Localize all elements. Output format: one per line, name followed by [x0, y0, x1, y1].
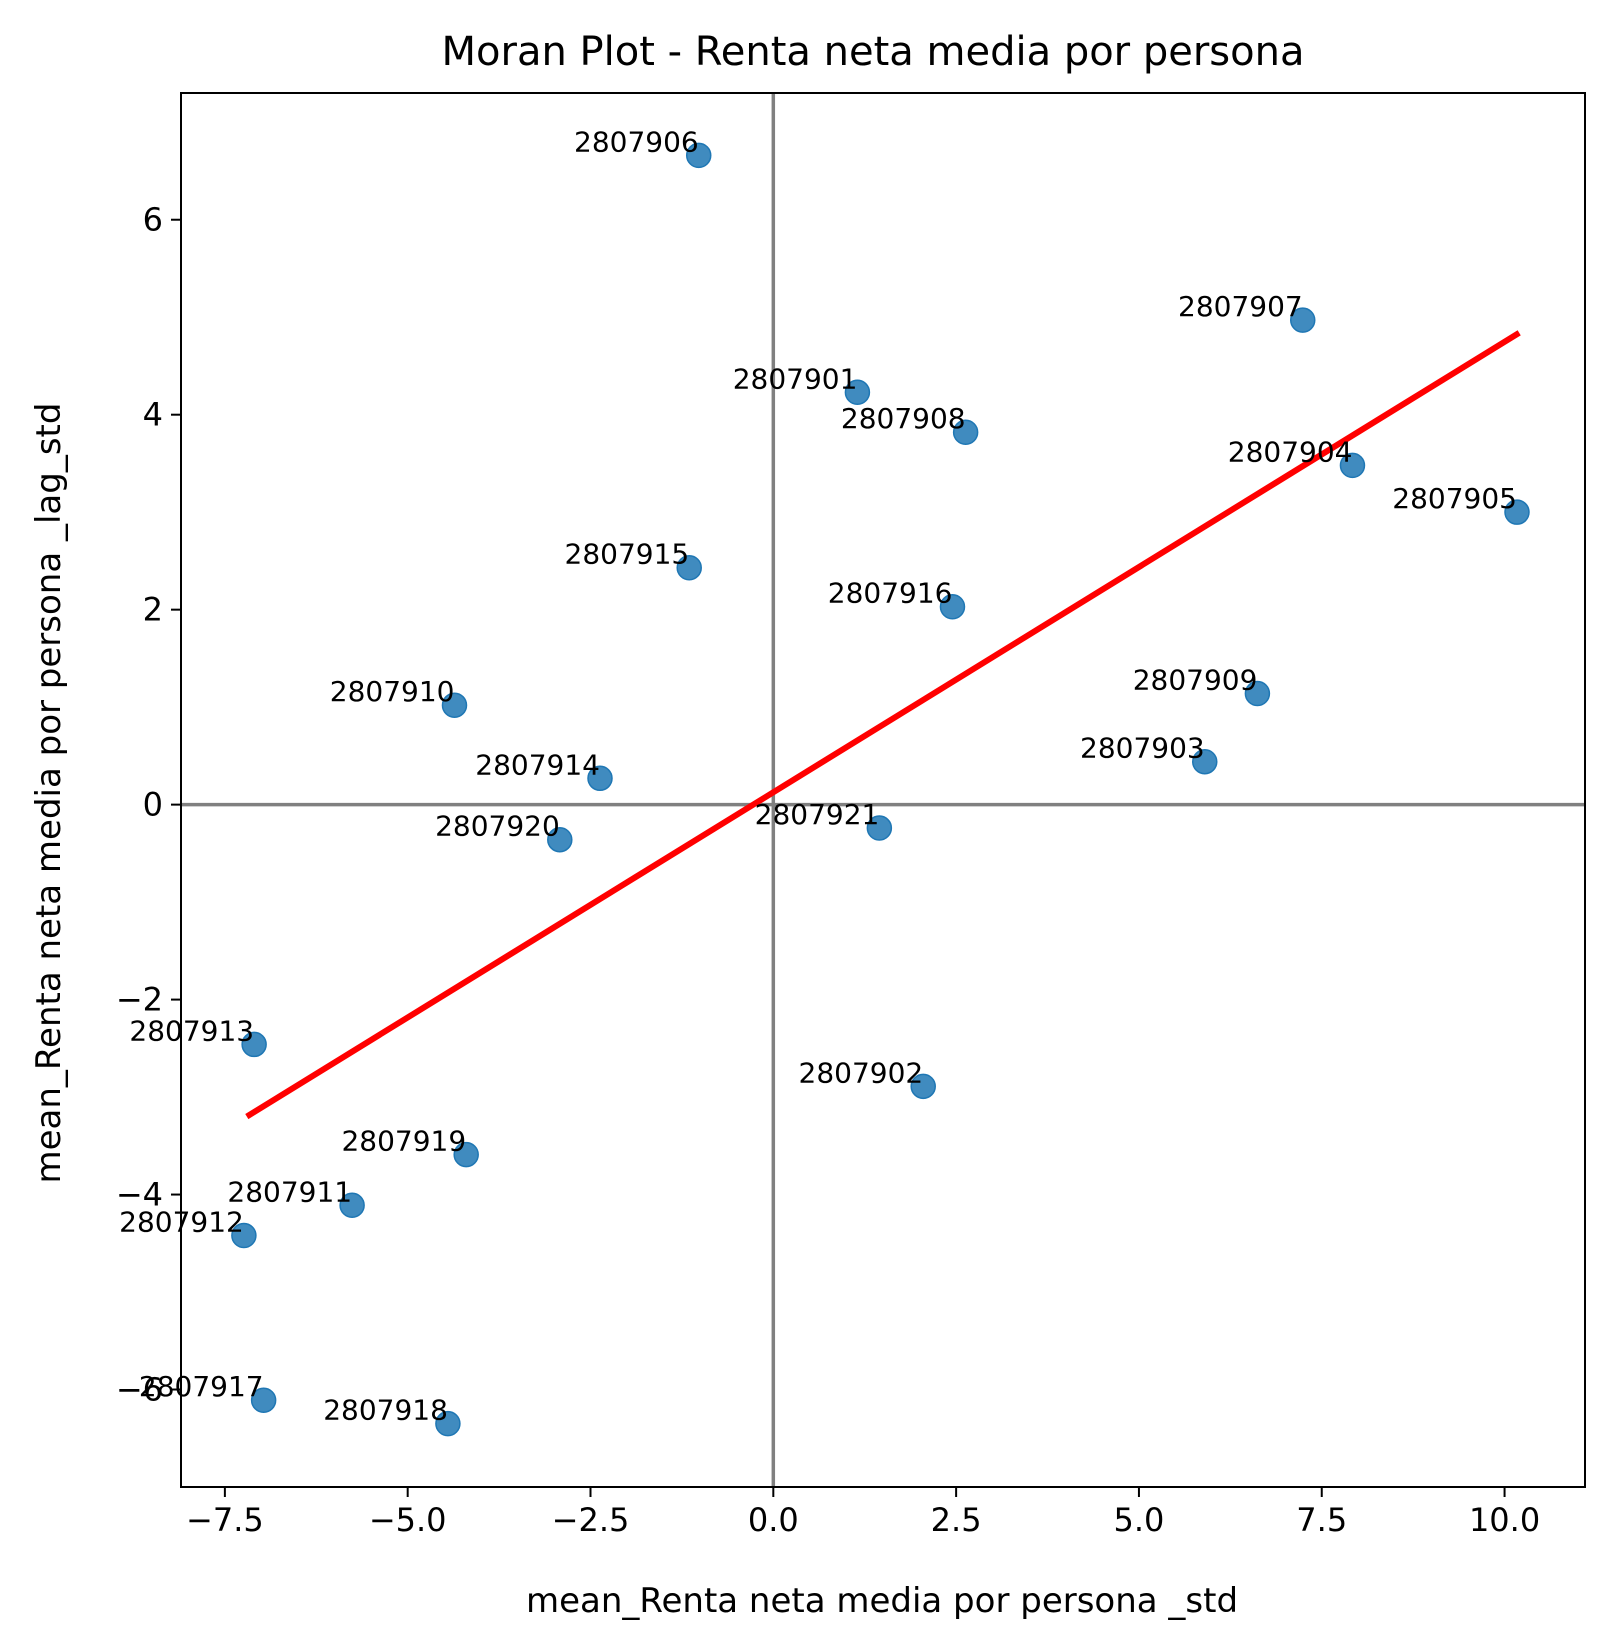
scatter-point-2807912: [231, 1222, 257, 1249]
scatter-point-2807903: [1192, 748, 1218, 775]
point-label-2807913: 2807913: [129, 1014, 254, 1047]
scatter-point-2807907: [1289, 307, 1316, 333]
point-label-2807907: 2807907: [1178, 290, 1303, 323]
y-tick-label: −6: [116, 1371, 163, 1409]
axes-frame: [180, 92, 1586, 1488]
point-label-2807909: 2807909: [1133, 663, 1258, 696]
scatter-point-2807909: [1244, 680, 1271, 707]
point-label-2807915: 2807915: [565, 538, 690, 571]
x-tick-label: −5.0: [369, 1501, 447, 1539]
y-tick-label: −2: [116, 981, 163, 1019]
point-label-2807920: 2807920: [435, 810, 560, 843]
scatter-point-2807908: [952, 419, 979, 445]
x-axis-label: mean_Renta neta media por persona _std: [526, 1581, 1238, 1621]
scatter-point-2807913: [241, 1031, 267, 1058]
scatter-point-2807911: [339, 1192, 365, 1219]
x-tick-label: 10.0: [1469, 1501, 1540, 1539]
scatter-point-2807915: [676, 554, 702, 581]
scatter-point-2807916: [939, 593, 966, 620]
point-label-2807906: 2807906: [574, 125, 699, 158]
point-label-2807910: 2807910: [330, 675, 455, 708]
point-label-2807916: 2807916: [828, 577, 953, 610]
y-tick-label: 6: [143, 201, 163, 239]
plot-area: 2807906 2807907 2807901 2807908 2807904 28079…: [116, 92, 1586, 1539]
scatter-point-2807902: [910, 1073, 936, 1100]
scatter-point-2807914: [587, 765, 613, 792]
scatter-point-2807919: [453, 1141, 479, 1168]
x-tick-label: −2.5: [552, 1501, 630, 1539]
scatter-point-2807910: [441, 692, 468, 718]
x-tick-label: 0.0: [748, 1501, 799, 1539]
scatter-point-2807921: [866, 815, 893, 841]
point-label-2807901: 2807901: [733, 362, 858, 395]
scatter-point-2807904: [1339, 452, 1366, 479]
x-tick-label: 5.0: [1113, 1501, 1164, 1539]
point-label-2807908: 2807908: [841, 402, 966, 435]
regression-line: [245, 330, 1521, 1120]
scatter-point-2807906: [685, 142, 712, 169]
point-label-2807902: 2807902: [799, 1056, 924, 1089]
scatter-point-2807920: [547, 826, 573, 853]
point-label-2807904: 2807904: [1228, 435, 1353, 468]
chart-title: Moran Plot - Renta neta media por person…: [442, 29, 1305, 75]
x-tick-label: −7.5: [186, 1501, 264, 1539]
point-label-2807917: 2807917: [139, 1370, 264, 1403]
scatter-point-2807901: [844, 379, 871, 406]
y-tick-label: 0: [143, 786, 163, 824]
point-label-2807911: 2807911: [227, 1175, 352, 1208]
y-axis-label: mean_Renta neta media por persona _lag_s…: [29, 403, 69, 1184]
x-tick-label: 2.5: [931, 1501, 982, 1539]
scatter-point-2807917: [250, 1387, 277, 1413]
point-label-2807918: 2807918: [323, 1394, 448, 1427]
scatter-point-2807905: [1504, 499, 1530, 525]
point-label-2807914: 2807914: [475, 748, 600, 781]
x-tick-label: 7.5: [1296, 1501, 1347, 1539]
point-label-2807919: 2807919: [341, 1125, 466, 1158]
y-tick-label: −4: [116, 1176, 163, 1214]
point-label-2807903: 2807903: [1080, 732, 1205, 765]
y-tick-label: 2: [143, 591, 163, 629]
y-tick-label: 4: [143, 396, 163, 434]
point-label-2807921: 2807921: [755, 798, 880, 831]
scatter-point-2807918: [435, 1410, 461, 1437]
point-label-2807905: 2807905: [1392, 482, 1517, 515]
